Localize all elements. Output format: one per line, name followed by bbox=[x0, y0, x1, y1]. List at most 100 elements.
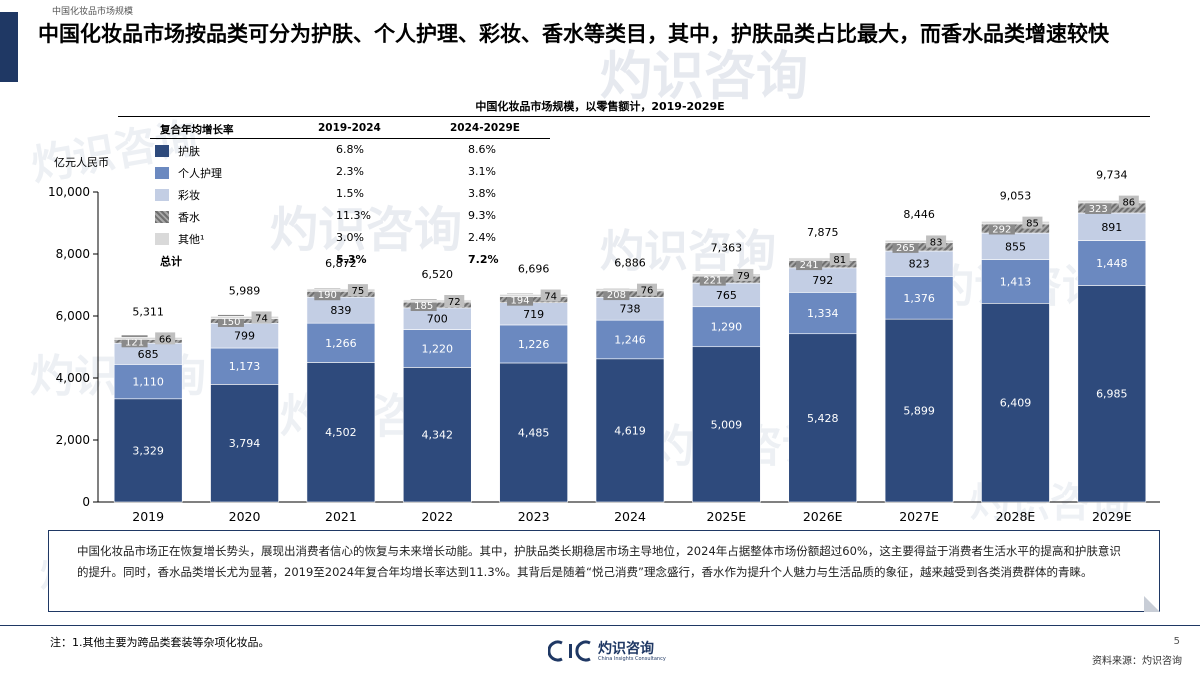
legend-label: 总计 bbox=[160, 255, 182, 268]
bar-value-label: 221 bbox=[703, 276, 722, 287]
footer-rule bbox=[0, 625, 1200, 626]
cagr-value: 8.6% bbox=[468, 143, 496, 156]
bar-value-label: 76 bbox=[641, 286, 654, 297]
bar-value-label: 1,226 bbox=[518, 338, 550, 351]
y-tick-label: 6,000 bbox=[56, 309, 90, 323]
bar-value-label: 823 bbox=[909, 258, 930, 271]
bar-value-badge bbox=[444, 295, 465, 308]
bar-total-label: 6,696 bbox=[518, 262, 550, 275]
bar-value-badge bbox=[540, 289, 561, 302]
bar-value-label: 855 bbox=[1005, 240, 1026, 253]
cic-logo-icon bbox=[547, 640, 591, 662]
bar-value-label: 1,110 bbox=[132, 376, 164, 389]
bar-value-label: 719 bbox=[523, 308, 544, 321]
bar-value-label: 81 bbox=[833, 255, 846, 266]
stacked-bar-chart: 亿元人民币 0 2,000 4,000 6,000 8,000 10,000 3,329 1,1… bbox=[48, 156, 1160, 524]
cagr-value: 3.8% bbox=[468, 187, 496, 200]
cagr-value: 11.3% bbox=[336, 209, 371, 222]
bar-segment bbox=[692, 273, 761, 277]
bar-value-label: 85 bbox=[1026, 219, 1039, 230]
title-accent-bar bbox=[0, 12, 18, 82]
makeup-swatch bbox=[155, 189, 169, 201]
bar-segment bbox=[595, 358, 665, 503]
x-category-label: 2021 bbox=[325, 509, 357, 524]
bar-segment bbox=[788, 333, 858, 503]
bar-value-badge bbox=[829, 253, 850, 266]
bar-segment bbox=[499, 294, 568, 297]
legend-label: 个人护理 bbox=[178, 167, 222, 180]
bar-total-label: 5,989 bbox=[229, 284, 261, 297]
bar-segment bbox=[210, 347, 279, 385]
bar-segment bbox=[1077, 212, 1147, 241]
chart-title: 中国化妆品市场规模，以零售额计，2019-2029E bbox=[475, 100, 725, 113]
bar-value-badge bbox=[699, 273, 726, 286]
bar-value-label: 5,899 bbox=[903, 405, 935, 418]
bar-value-label: 6,985 bbox=[1096, 388, 1128, 401]
bar-segment bbox=[981, 221, 1050, 225]
others-swatch bbox=[155, 233, 169, 245]
bar-segment bbox=[595, 319, 665, 360]
bar-segment bbox=[306, 322, 376, 363]
bar-value-badge bbox=[988, 222, 1015, 235]
bar-total-label: 7,363 bbox=[711, 242, 743, 255]
bar-total-label: 9,734 bbox=[1096, 168, 1128, 181]
page-title: 中国化妆品市场按品类可分为护肤、个人护理、彩妆、香水等类目，其中，护肤品类占比最… bbox=[38, 21, 1109, 46]
bar-value-label: 1,376 bbox=[903, 292, 935, 305]
x-category-label: 2024 bbox=[614, 509, 646, 524]
personal-care-swatch bbox=[155, 167, 169, 179]
bar-value-label: 700 bbox=[427, 313, 448, 326]
bar-segment bbox=[210, 322, 279, 349]
source-note: 资料来源：灼识咨询 bbox=[1092, 656, 1182, 667]
bar-segment bbox=[884, 250, 954, 277]
cagr-value: 2.4% bbox=[468, 231, 496, 244]
bar-value-label: 83 bbox=[930, 237, 943, 248]
bar-value-label: 5,428 bbox=[807, 412, 839, 425]
bar-total-label: 6,520 bbox=[422, 268, 454, 281]
bar-total-label: 8,446 bbox=[903, 208, 935, 221]
bar-value-label: 323 bbox=[1089, 204, 1108, 215]
bar-value-label: 150 bbox=[221, 317, 240, 328]
bar-value-label: 1,334 bbox=[807, 307, 839, 320]
bar-segment bbox=[1077, 240, 1147, 286]
bar-segment bbox=[884, 318, 954, 503]
bar-segment bbox=[788, 267, 858, 293]
bar-value-label: 194 bbox=[510, 296, 529, 307]
legend-row-others: 其他¹ 3.0% 2.4% bbox=[150, 230, 550, 250]
x-category-label: 2026E bbox=[803, 509, 843, 524]
bar-segment bbox=[595, 288, 665, 292]
cagr-value: 6.8% bbox=[336, 143, 364, 156]
bar-value-label: 4,342 bbox=[422, 429, 454, 442]
bar-value-badge bbox=[637, 283, 657, 296]
y-tick-label: 10,000 bbox=[48, 185, 90, 199]
bar-value-badge bbox=[155, 332, 176, 345]
bar-segment bbox=[884, 276, 954, 320]
bar-total-label: 7,875 bbox=[807, 226, 839, 239]
bar-value-badge bbox=[251, 311, 272, 324]
bar-value-label: 185 bbox=[414, 301, 433, 312]
bar-value-label: 121 bbox=[125, 337, 144, 348]
section-label: 中国化妆品市场规模 bbox=[52, 7, 134, 17]
bar-value-label: 292 bbox=[992, 224, 1011, 235]
legend-label: 香水 bbox=[178, 211, 200, 224]
page-fold-corner bbox=[1144, 596, 1160, 612]
bar-total-label: 9,053 bbox=[1000, 189, 1032, 202]
skincare-swatch bbox=[155, 145, 169, 157]
bar-value-label: 208 bbox=[607, 290, 626, 301]
bar-value-label: 4,502 bbox=[325, 426, 357, 439]
chart-title-rule bbox=[118, 116, 1150, 117]
legend-row-makeup: 彩妆 1.5% 3.8% bbox=[150, 186, 550, 206]
bar-value-label: 839 bbox=[330, 304, 351, 317]
cagr-col2-header: 2024-2029E bbox=[450, 122, 520, 134]
x-category-label: 2025E bbox=[707, 509, 747, 524]
bar-segment bbox=[1077, 285, 1147, 503]
bar-value-label: 1,266 bbox=[325, 337, 357, 350]
commentary-text: 中国化妆品市场正在恢复增长势头，展现出消费者信心的恢复与未来增长动能。其中，护肤… bbox=[77, 544, 1121, 579]
bar-value-label: 799 bbox=[234, 330, 255, 343]
bar-value-badge bbox=[347, 284, 368, 297]
bar-value-badge bbox=[1118, 195, 1139, 208]
bar-segment bbox=[113, 364, 183, 400]
bar-value-badge bbox=[796, 258, 823, 271]
bar-value-badge bbox=[733, 268, 754, 281]
bar-value-label: 86 bbox=[1122, 198, 1135, 209]
bar-segment bbox=[113, 337, 183, 340]
